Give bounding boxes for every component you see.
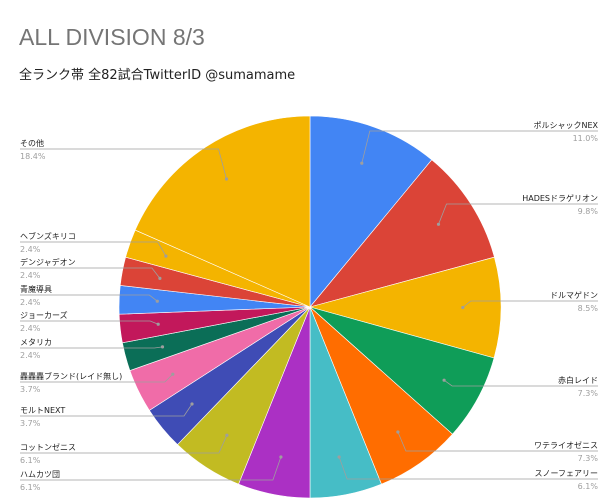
slice-name: ポルシャックNEX [533, 121, 598, 130]
slice-name: 青魔導具 [20, 284, 52, 294]
slice-name: ハムカツ団 [20, 470, 60, 479]
leader-line [443, 379, 598, 387]
slice-percent: 2.4% [20, 324, 41, 333]
slice-percent: 2.4% [20, 351, 41, 360]
leader-line [20, 373, 174, 383]
leader-dot [442, 378, 446, 382]
leader-dot [190, 402, 194, 406]
slice-percent: 9.8% [578, 207, 599, 216]
slice-label: コットンゼニス 6.1% [20, 433, 229, 465]
pie-slice [309, 115, 433, 308]
leader-line [20, 320, 159, 325]
leader-line [20, 294, 158, 302]
leader-line [20, 241, 167, 257]
leader-line [20, 148, 227, 180]
leader-line [438, 203, 598, 225]
leader-dot [160, 345, 165, 349]
leader-line [20, 346, 163, 349]
leader-dot [436, 222, 441, 226]
leader-dot [164, 254, 168, 258]
leader-dot [158, 276, 162, 280]
slice-name: デンジャデオン [20, 257, 76, 267]
slice-label: デンジャデオン 2.4% [20, 257, 162, 280]
leader-line [20, 435, 228, 454]
slice-label: HADESドラゲリオン 9.8% [436, 193, 599, 226]
slice-percent: 2.4% [20, 245, 41, 254]
leader-dot [279, 455, 283, 459]
slice-label: ドルマゲドン 8.5% [461, 290, 598, 313]
pie-slice [134, 115, 311, 308]
slice-label: メタリカ 2.4% [20, 338, 165, 360]
slice-label: ヘブンズキリコ 2.4% [20, 231, 168, 258]
leader-dot [360, 161, 364, 165]
slice-name: ヘブンズキリコ [20, 231, 76, 241]
slice-name: HADESドラゲリオン [522, 193, 598, 203]
slice-percent: 6.1% [578, 482, 599, 491]
slice-percent: 18.4% [20, 152, 46, 161]
leader-line [361, 130, 598, 164]
slice-percent: 11.0% [573, 134, 599, 143]
leader-dot [155, 299, 159, 303]
chart-title: ALL DIVISION 8/3 [19, 24, 205, 50]
slice-name: 轟轟轟ブランド(レイド無し) [20, 371, 122, 381]
slice-name: モルトNEXT [20, 406, 65, 415]
slice-percent: 3.7% [20, 419, 41, 428]
leader-line [397, 431, 598, 452]
leader-dot [156, 322, 160, 326]
slice-percent: 2.4% [20, 271, 41, 280]
slice-label: ハムカツ団 6.1% [20, 455, 283, 492]
slice-label: ワテライオゼニス 7.3% [396, 430, 598, 463]
slice-percent: 3.7% [20, 385, 41, 394]
slice-label: ジョーカーズ 2.4% [20, 310, 160, 333]
slice-name: ドルマゲドン [550, 290, 598, 300]
slice-percent: 7.3% [578, 389, 599, 398]
leader-dot [461, 305, 465, 310]
slice-name: 赤白レイド [558, 375, 598, 385]
slice-label: ポルシャックNEX 11.0% [360, 121, 599, 165]
leader-dot [396, 430, 400, 434]
slice-label: 轟轟轟ブランド(レイド無し) 3.7% [20, 371, 175, 394]
leader-line [20, 456, 282, 481]
leader-dot [224, 177, 229, 181]
slice-percent: 6.1% [20, 456, 41, 465]
slice-label: 赤白レイド 7.3% [442, 375, 599, 398]
slice-name: その他 [20, 138, 44, 148]
leader-dot [337, 455, 341, 459]
slice-percent: 2.4% [20, 298, 41, 307]
slice-percent: 6.1% [20, 483, 41, 492]
leader-line [462, 300, 598, 308]
leader-line [20, 403, 193, 417]
slice-label: その他 18.4% [20, 138, 229, 181]
slice-name: スノーフェアリー [534, 469, 598, 478]
leader-line [338, 456, 598, 480]
slice-label: スノーフェアリー 6.1% [337, 455, 599, 491]
slice-label: モルトNEXT 3.7% [20, 402, 194, 428]
slice-label: 青魔導具 2.4% [20, 284, 159, 307]
slice-name: ワテライオゼニス [534, 440, 598, 450]
leader-dot [171, 372, 175, 376]
slice-name: ジョーカーズ [20, 310, 68, 320]
slice-name: コットンゼニス [20, 442, 76, 452]
slice-name: メタリカ [20, 338, 52, 347]
leader-line [20, 267, 161, 279]
leader-dot [225, 433, 229, 437]
slice-percent: 7.3% [578, 454, 599, 463]
slice-percent: 8.5% [578, 304, 599, 313]
pie-slice [308, 256, 502, 359]
chart-subtitle: 全ランク帯 全82試合TwitterID @sumamame [19, 68, 296, 83]
